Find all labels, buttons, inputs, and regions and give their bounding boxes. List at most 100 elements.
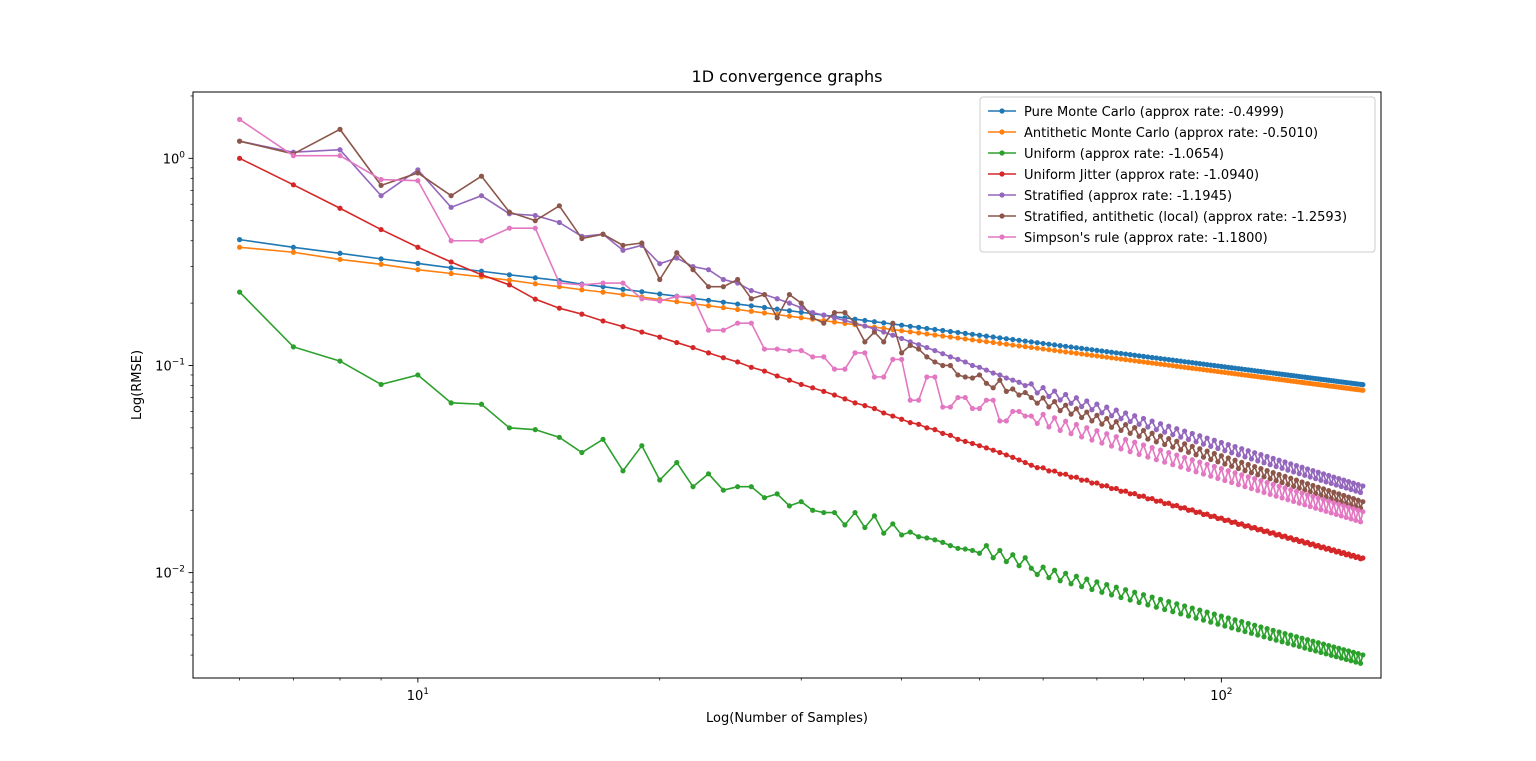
- legend-label: Simpson's rule (approx rate: -1.1800): [1024, 231, 1268, 246]
- data-point: [983, 367, 990, 373]
- data-point: [532, 281, 538, 287]
- data-point: [798, 300, 804, 306]
- data-point: [1299, 635, 1305, 641]
- data-point: [1360, 509, 1366, 515]
- data-point: [1193, 469, 1199, 475]
- data-point: [1348, 486, 1354, 493]
- data-point: [1185, 613, 1192, 619]
- data-point: [748, 364, 754, 370]
- data-point: [1010, 342, 1016, 348]
- data-point: [1360, 483, 1366, 489]
- data-point: [1355, 497, 1361, 503]
- data-point: [976, 372, 983, 378]
- data-point: [962, 374, 968, 380]
- data-point: [448, 204, 454, 210]
- data-point: [1189, 457, 1195, 463]
- data-point: [448, 238, 454, 244]
- data-point: [1261, 460, 1267, 466]
- data-point: [810, 354, 816, 360]
- data-point: [1046, 341, 1052, 347]
- data-point: [1089, 352, 1095, 358]
- data-point: [907, 529, 913, 535]
- data-point: [1079, 584, 1085, 590]
- data-point: [1185, 436, 1192, 443]
- data-point: [378, 176, 384, 183]
- data-point: [1270, 455, 1276, 461]
- data-point: [842, 317, 848, 324]
- data-point: [1360, 499, 1366, 505]
- data-point: [639, 289, 645, 295]
- data-point: [735, 359, 741, 365]
- data-point: [932, 347, 938, 354]
- data-point: [579, 235, 585, 242]
- data-point: [1079, 351, 1085, 357]
- data-point: [1178, 505, 1184, 511]
- data-point: [1318, 507, 1324, 513]
- data-point: [1057, 471, 1063, 477]
- data-point: [916, 342, 922, 348]
- data-point: [962, 359, 968, 365]
- data-point: [1010, 552, 1016, 558]
- data-point: [1063, 402, 1069, 408]
- data-point: [556, 203, 562, 209]
- data-point: [1215, 621, 1221, 627]
- data-point: [940, 430, 946, 436]
- data-point: [1046, 468, 1052, 474]
- data-point: [720, 284, 726, 290]
- data-point: [1320, 486, 1327, 492]
- data-point: [990, 397, 996, 403]
- data-point: [1010, 386, 1016, 392]
- data-point: [907, 397, 913, 403]
- data-point: [1068, 581, 1074, 587]
- data-point: [1034, 345, 1040, 351]
- data-point: [378, 381, 384, 388]
- data-point: [1285, 497, 1291, 503]
- data-point: [1140, 353, 1147, 359]
- data-point: [1166, 500, 1172, 506]
- data-point: [1318, 477, 1324, 483]
- data-point: [1338, 483, 1344, 490]
- data-point: [890, 413, 896, 419]
- data-point: [1016, 343, 1022, 349]
- data-point: [1174, 438, 1180, 444]
- data-point: [1341, 477, 1347, 483]
- data-point: [1252, 622, 1258, 628]
- data-point: [983, 397, 990, 403]
- data-point: [947, 354, 954, 360]
- data-point: [657, 298, 663, 304]
- data-point: [1051, 468, 1058, 474]
- data-point: [1320, 641, 1327, 647]
- data-point: [1079, 434, 1085, 440]
- data-point: [690, 301, 696, 307]
- data-point: [1267, 635, 1273, 642]
- data-point: [1239, 446, 1245, 452]
- data-point: [947, 543, 954, 549]
- data-point: [1242, 468, 1248, 474]
- data-point: [881, 320, 887, 326]
- data-point: [1258, 624, 1264, 630]
- data-point: [1099, 440, 1105, 446]
- data-point: [1336, 501, 1342, 507]
- legend-entry: Uniform (approx rate: -1.0654): [988, 147, 1224, 162]
- data-point: [1178, 611, 1184, 617]
- data-point: [532, 218, 538, 224]
- data-point: [1157, 361, 1164, 367]
- y-tick-label: 10−2: [155, 565, 185, 582]
- data-point: [1323, 651, 1329, 657]
- data-point: [1003, 336, 1009, 342]
- data-point: [556, 305, 562, 311]
- data-point: [1057, 578, 1063, 584]
- data-point: [1113, 485, 1119, 492]
- data-point: [506, 225, 513, 231]
- data-point: [657, 477, 663, 483]
- data-point: [1270, 469, 1276, 476]
- data-point: [1222, 448, 1228, 454]
- data-point: [1239, 619, 1245, 625]
- data-point: [1046, 424, 1052, 430]
- data-point: [761, 310, 768, 316]
- data-point: [1315, 469, 1321, 475]
- data-point: [1273, 493, 1279, 499]
- data-point: [1288, 487, 1294, 493]
- data-point: [1197, 509, 1203, 515]
- data-point: [1182, 428, 1188, 434]
